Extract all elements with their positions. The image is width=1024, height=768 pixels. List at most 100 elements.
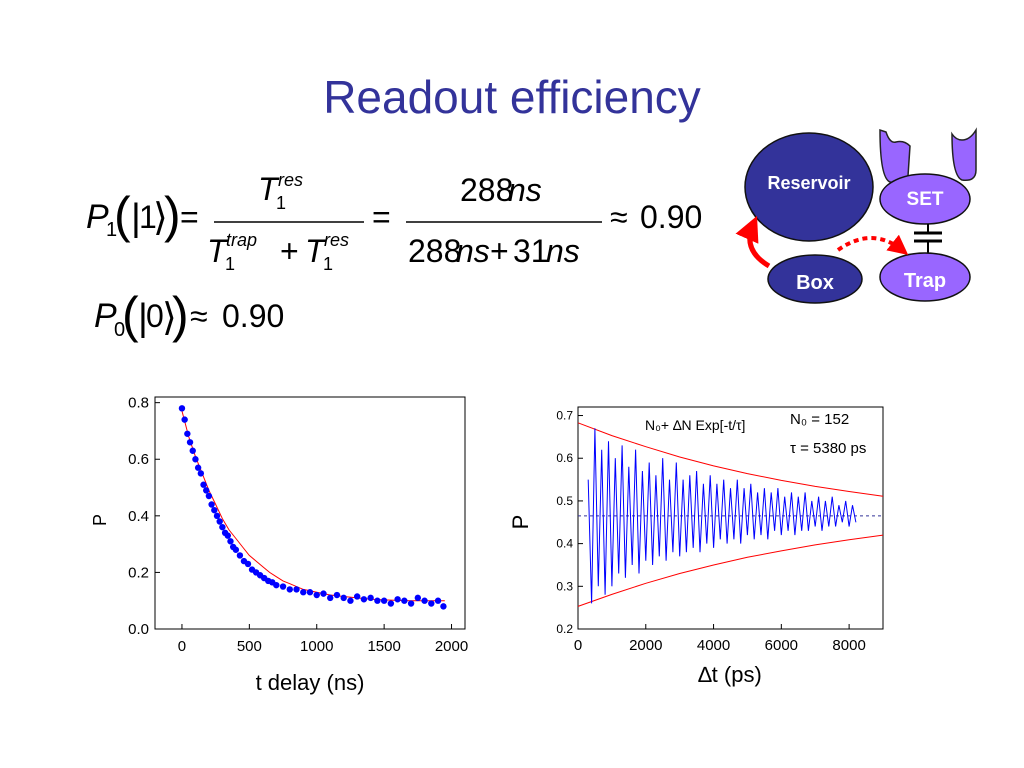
chart1-data-point <box>306 589 314 596</box>
eq1-frac2-den-plus: + <box>490 233 509 269</box>
chart1-data-point <box>367 594 374 602</box>
box-label: Box <box>796 272 834 294</box>
chart2-legend-formula: N₀+ ∆N Exp[-t/τ] <box>645 417 745 433</box>
chart2-ytick-label: 0.7 <box>556 409 573 423</box>
chart1-data-point <box>279 583 287 590</box>
eq2-approx: ≈ <box>190 298 208 334</box>
chart1-ylabel: P <box>90 514 110 526</box>
eq1-result: 0.90 <box>640 199 702 235</box>
eq1-paren-close: ) <box>164 187 181 243</box>
chart1-data-point <box>232 546 240 553</box>
chart2-xtick-label: 0 <box>574 637 582 654</box>
box-to-reservoir-arrow-icon <box>735 215 771 269</box>
chart1-data-point <box>286 586 293 593</box>
chart2-annotation-tau: τ = 5380 ps <box>790 440 866 457</box>
chart1-data-point <box>421 597 428 604</box>
gate-electrode-left-icon <box>879 128 911 185</box>
chart1-data-point <box>184 430 191 437</box>
chart1-data-point <box>244 560 252 568</box>
chart1-xtick-label: 500 <box>237 638 262 655</box>
eq1-frac1-num-sup: res <box>278 170 303 190</box>
chart2-xtick-label: 8000 <box>832 637 865 654</box>
chart1-data-point <box>300 589 307 596</box>
eq1-paren-open: ( <box>114 187 131 243</box>
chart1-data-point <box>347 597 354 604</box>
chart1-ytick-label: 0.6 <box>128 451 149 468</box>
chart2-ytick-label: 0.3 <box>556 579 573 593</box>
chart1-data-point <box>434 597 442 604</box>
set-node <box>879 173 971 225</box>
chart2-xlabel: ∆t (ps) <box>698 662 762 687</box>
chart1-data-point <box>186 439 194 446</box>
chart1-data-point <box>178 405 186 412</box>
chart1-data-point <box>428 600 435 607</box>
chart1-data-point <box>327 594 334 602</box>
eq1-frac1-num: T <box>258 171 280 207</box>
chart1-xtick-label: 1500 <box>367 638 400 655</box>
chart1-data-point <box>181 416 188 423</box>
chart2-ylabel: P <box>508 515 533 530</box>
chart1-data-point <box>394 596 401 603</box>
chart1-data-point <box>211 506 218 514</box>
chart1-data-point <box>227 538 234 545</box>
eq2-lhs-symbol: P <box>94 297 117 335</box>
eq1-frac1-den-b-sup: res <box>324 230 349 250</box>
eq1-frac1-den-a-sub: 1 <box>225 254 235 274</box>
chart1-data-point <box>374 597 381 604</box>
chart2-ytick-label: 0.5 <box>556 494 573 508</box>
eq1-frac1-den-b: T <box>305 233 327 269</box>
chart1-ytick-label: 0.8 <box>128 395 149 412</box>
chart1-data-point <box>401 597 408 604</box>
chart1-data-point <box>380 597 388 604</box>
chart1-ytick-label: 0.0 <box>128 621 149 638</box>
eq2-ket-value: 0 <box>146 298 164 334</box>
chart1-data-point <box>205 492 213 500</box>
eq1-frac1-den-b-sub: 1 <box>323 254 333 274</box>
reservoir-label: Reservoir <box>767 173 850 193</box>
eq1-ket-value: 1 <box>139 199 157 235</box>
trap-node <box>879 252 971 302</box>
chart2-xtick-label: 4000 <box>697 637 730 654</box>
chart1-xtick-label: 1000 <box>300 638 333 655</box>
chart1-frame <box>154 396 466 630</box>
chart1-data-point <box>340 594 347 602</box>
chart1-xtick-label: 0 <box>178 638 186 655</box>
chart1-ytick-label: 0.4 <box>128 508 149 525</box>
gate-electrode-right-icon <box>951 127 977 182</box>
slide-title: Readout efficiency <box>323 71 701 123</box>
chart2-envelope-lower <box>577 534 884 607</box>
chart2-data-line <box>587 428 857 604</box>
eq1-frac2-den-b: 31 <box>513 233 549 269</box>
eq2-lhs-sub: 0 <box>114 319 125 341</box>
eq1-frac2-den-a-unit: ns <box>456 233 490 269</box>
eq1-frac1-num-sub: 1 <box>276 193 286 213</box>
eq2-result: 0.90 <box>222 298 284 334</box>
eq1-equals-2: = <box>372 199 391 235</box>
eq1-frac2-den-a: 288 <box>408 233 461 269</box>
set-label: SET <box>907 189 944 210</box>
chart2-frame <box>577 406 884 630</box>
eq1-ket-angle: ⟩ <box>153 197 168 239</box>
chart1-data-point <box>313 591 320 599</box>
chart1-data-point <box>333 591 341 599</box>
chart1-data-point <box>213 512 221 520</box>
chart1-data-point <box>189 447 196 454</box>
reservoir-node <box>744 132 874 242</box>
chart1-data-point <box>273 581 280 589</box>
chart1-data-point <box>200 481 207 488</box>
chart2-xtick-label: 2000 <box>629 637 662 654</box>
chart2-ytick-label: 0.2 <box>556 622 573 636</box>
eq1-approx: ≈ <box>610 199 628 235</box>
chart2-ytick-label: 0.4 <box>556 537 573 551</box>
eq1-equals-1: = <box>180 199 199 235</box>
eq1-lhs-symbol: P <box>86 198 109 236</box>
chart1-data-point <box>293 586 300 593</box>
eq2-ket-bar: | <box>138 297 148 339</box>
chart1-data-point <box>360 596 368 603</box>
chart1-data-point <box>203 487 210 494</box>
chart2-annotation-n0: N₀ = 152 <box>790 411 849 428</box>
